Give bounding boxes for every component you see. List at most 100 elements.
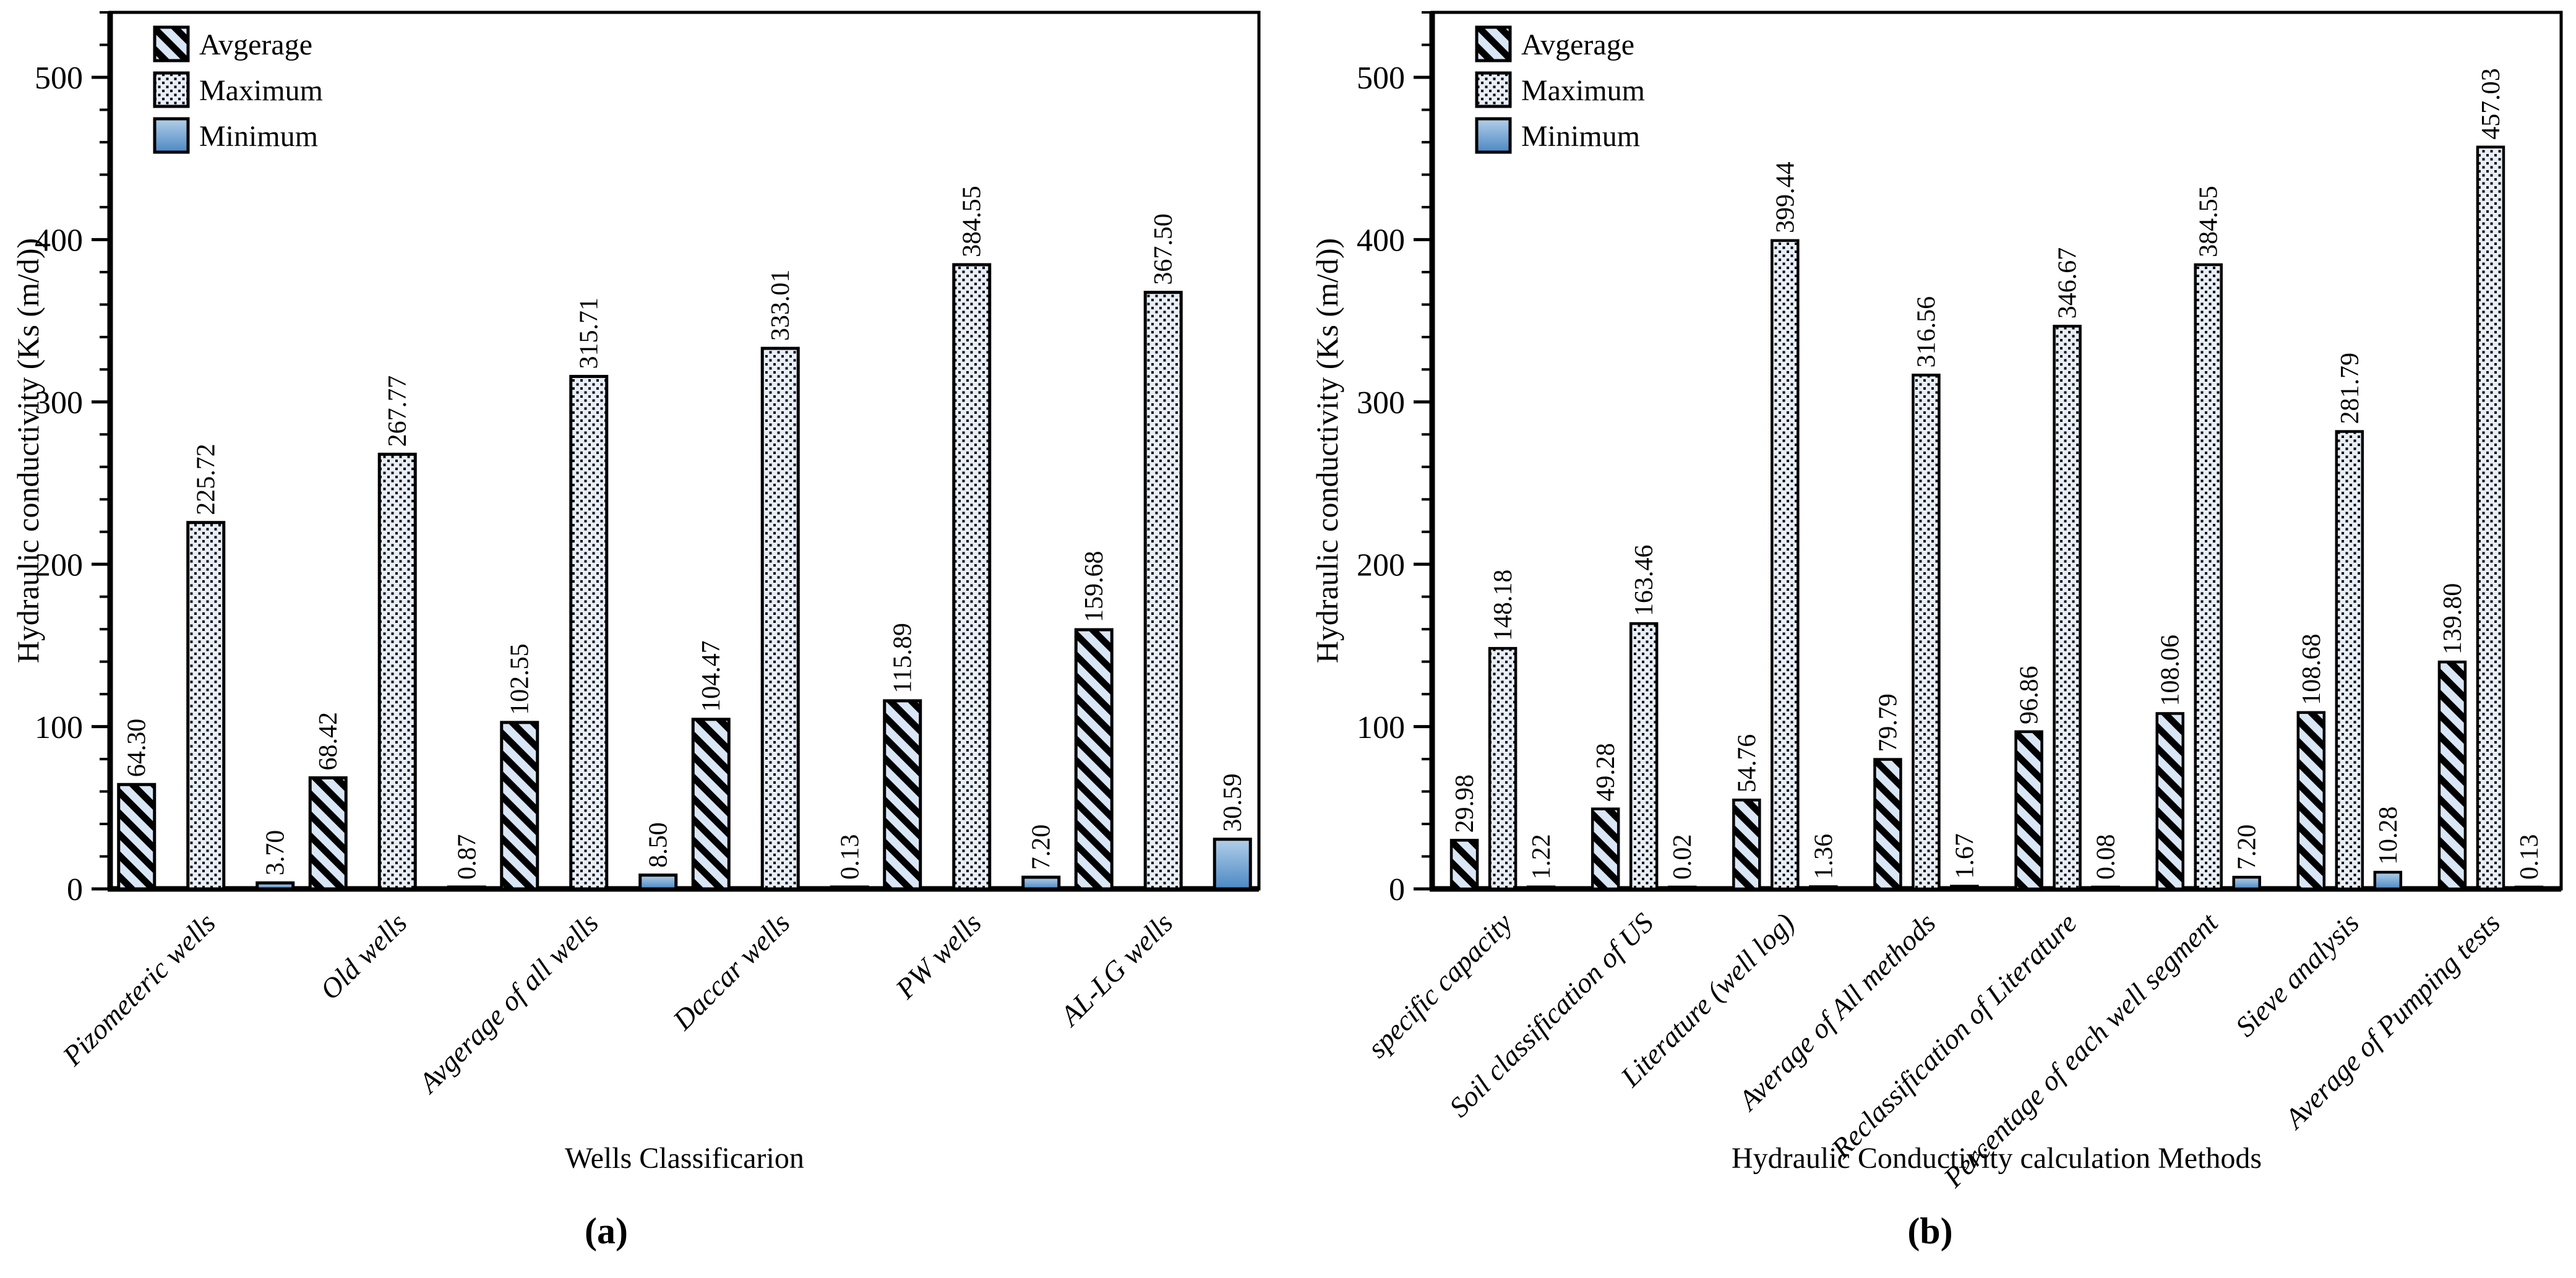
x-category-label: Sieve analysis [2229,907,2364,1042]
bar-minimum-3 [1950,885,1979,891]
y-tick-label: 200 [35,547,83,583]
y-tick-label: 0 [1389,872,1405,907]
blue-gradient-icon [153,117,190,154]
x-category-label: Pizometeric wells [56,907,221,1072]
bar-avgerage-1 [1591,807,1620,891]
x-category-label: Reclassification of Literature [1825,907,2083,1165]
bar-value-label: 457.03 [2477,68,2505,140]
bar-maximum-6 [2335,430,2364,891]
bar-maximum-7 [2476,145,2505,891]
panel-a-caption: (a) [585,1211,628,1251]
bar-value-label: 10.28 [2374,807,2403,865]
bar-value-label: 49.28 [1592,743,1620,802]
legend: Avgerage Maximum Minimum [153,25,323,154]
legend-label-minimum: Minimum [1521,120,1640,153]
bar-maximum-3 [1912,374,1941,891]
bar-avgerage-4 [2014,730,2043,891]
x-axis-title: Wells Classificarion [565,1142,804,1175]
bar-minimum-5 [1213,838,1252,891]
bar-value-label: 159.68 [1080,551,1109,622]
bar-minimum-5 [2232,875,2261,891]
bar-value-label: 384.55 [958,186,987,257]
x-category-label: Avgerage of all wells [411,907,604,1100]
bar-value-label: 333.01 [766,270,795,341]
bar-value-label: 367.50 [1149,213,1178,285]
dot-hatch-icon [1475,71,1512,108]
x-category-label: specific capacity [1361,907,1518,1064]
bar-minimum-4 [2091,885,2120,891]
bar-minimum-1 [1667,885,1697,891]
bar-value-label: 102.55 [506,643,535,715]
bar-avgerage-1 [308,776,348,891]
bar-avgerage-2 [500,721,539,891]
bar-value-label: 8.50 [645,822,673,868]
bar-value-label: 30.59 [1219,773,1247,832]
x-category-label: Daccar wells [666,907,796,1036]
bar-minimum-7 [2514,885,2544,891]
bar-value-label: 148.18 [1489,570,1518,641]
bar-value-label: 108.06 [2157,635,2185,706]
bar-value-label: 108.68 [2298,633,2326,705]
bar-value-label: 1.36 [1810,834,1838,880]
bar-avgerage-0 [117,783,157,891]
bar-maximum-4 [952,263,992,891]
bar-avgerage-6 [2296,711,2326,891]
legend-label-maximum: Maximum [1521,74,1645,107]
bar-value-label: 139.80 [2439,583,2467,655]
bar-minimum-0 [1526,885,1556,891]
bar-value-label: 104.47 [697,640,726,712]
dot-hatch-icon [153,71,190,108]
y-tick-label: 400 [1357,223,1405,259]
bar-value-label: 0.13 [2515,834,2544,880]
bar-value-label: 1.67 [1951,833,1979,879]
bar-value-label: 0.13 [836,834,864,880]
legend-label-average: Avgerage [1521,28,1634,61]
x-category-label: AL-LG wells [1053,907,1179,1033]
chart-b: 0 100 200 300 400 500 Hydraulic conductivity (… [1310,11,2563,1194]
bar-value-label: 7.20 [2233,825,2262,870]
bar-value-label: 384.55 [2195,186,2223,257]
bar-value-label: 7.20 [1028,825,1056,870]
bar-value-label: 79.79 [1874,693,1902,752]
x-category-label: Old wells [314,907,413,1006]
bar-avgerage-7 [2437,660,2467,891]
bar-value-label: 316.56 [1912,296,1941,368]
bar-avgerage-5 [1074,628,1114,891]
bar-value-label: 346.67 [2054,247,2082,319]
bar-avgerage-4 [883,699,922,891]
y-tick-label: 100 [1357,710,1405,745]
bar-maximum-4 [2053,325,2082,891]
y-axis-title: Hydraulic conductivity (Ks (m/d)) [1310,238,1344,663]
bar-value-label: 0.08 [2092,834,2121,880]
bar-minimum-2 [638,873,678,891]
bar-value-label: 399.44 [1771,161,1800,233]
bar-maximum-3 [760,346,800,891]
y-tick-label: 400 [35,223,83,259]
bar-value-label: 225.72 [192,444,221,515]
y-tick-label: 500 [35,61,83,96]
bar-maximum-2 [569,375,609,891]
bar-avgerage-0 [1449,839,1479,891]
bar-avgerage-2 [1732,799,1761,891]
legend-label-maximum: Maximum [199,74,323,107]
y-tick-label: 500 [1357,61,1405,96]
y-tick-label: 200 [1357,547,1405,583]
bar-value-label: 115.89 [889,623,917,693]
bar-value-label: 3.70 [262,830,290,876]
bar-value-label: 281.79 [2336,353,2364,424]
y-tick-label: 300 [1357,385,1405,421]
bar-maximum-5 [2194,263,2223,891]
bar-value-label: 0.02 [1668,834,1697,880]
bar-value-label: 64.30 [123,719,152,778]
legend-label-average: Avgerage [199,28,312,61]
bar-minimum-2 [1809,885,1838,891]
bar-maximum-5 [1143,291,1183,891]
bar-minimum-4 [1021,875,1061,891]
legend: Avgerage Maximum Minimum [1475,25,1645,154]
y-tick-label: 100 [35,710,83,745]
y-tick-label: 300 [35,385,83,421]
bar-avgerage-3 [691,718,731,891]
bar-avgerage-5 [2155,712,2184,891]
diagonal-hatch-icon [1475,25,1512,62]
